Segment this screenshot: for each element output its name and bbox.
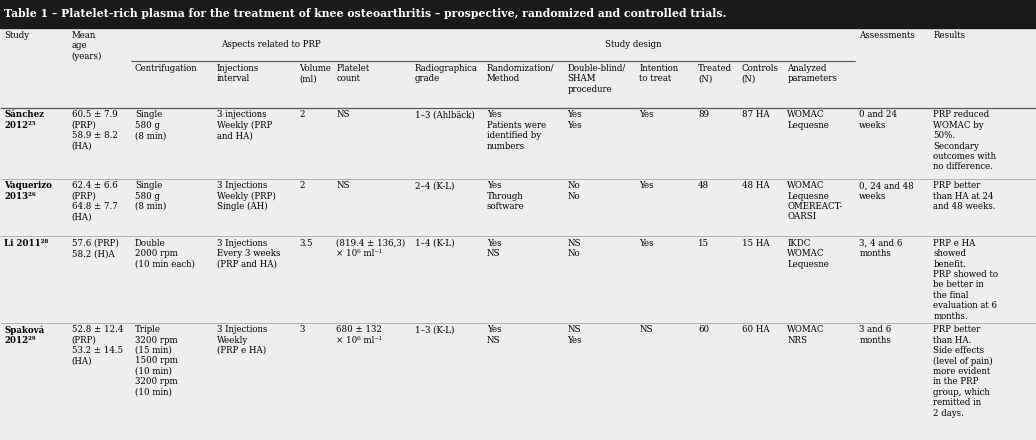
Text: NS
Yes: NS Yes [568, 325, 582, 345]
Text: Intention
to treat: Intention to treat [639, 64, 679, 83]
Text: Study design: Study design [605, 40, 661, 49]
Text: No
No: No No [568, 181, 580, 201]
Text: WOMAC
NRS: WOMAC NRS [787, 325, 825, 345]
Text: (819.4 ± 136,3)
× 10⁶ ml⁻¹: (819.4 ± 136,3) × 10⁶ ml⁻¹ [337, 239, 406, 258]
Text: 15: 15 [698, 239, 710, 248]
Text: 48: 48 [698, 181, 710, 190]
Text: Study: Study [4, 30, 29, 40]
Text: Volume
(ml): Volume (ml) [299, 64, 332, 83]
Text: Mean
age
(years): Mean age (years) [71, 30, 103, 61]
Text: Platelet
count: Platelet count [337, 64, 370, 83]
Text: Centrifugation: Centrifugation [135, 64, 198, 73]
Text: Table 1 – Platelet-rich plasma for the treatment of knee osteoarthritis – prospe: Table 1 – Platelet-rich plasma for the t… [4, 8, 726, 19]
Text: 60: 60 [698, 325, 710, 334]
Text: Yes
NS: Yes NS [487, 239, 501, 258]
Text: 0 and 24
weeks: 0 and 24 weeks [859, 110, 897, 130]
Text: Yes: Yes [639, 110, 654, 119]
Text: NS: NS [337, 181, 350, 190]
Text: 3 and 6
months: 3 and 6 months [859, 325, 892, 345]
Text: 1–3 (Ahlbäck): 1–3 (Ahlbäck) [414, 110, 474, 119]
Text: 2–4 (K-L): 2–4 (K-L) [414, 181, 455, 190]
Text: 57.6 (PRP)
58.2 (H)A: 57.6 (PRP) 58.2 (H)A [71, 239, 118, 258]
Text: NS
No: NS No [568, 239, 581, 258]
Text: Yes
Patients were
identified by
numbers: Yes Patients were identified by numbers [487, 110, 546, 150]
Text: 3: 3 [299, 325, 305, 334]
Text: 1–3 (K-L): 1–3 (K-L) [414, 325, 455, 334]
Text: WOMAC
Lequesne: WOMAC Lequesne [787, 110, 829, 130]
Text: Randomization/
Method: Randomization/ Method [487, 64, 554, 83]
Text: Results: Results [933, 30, 966, 40]
Text: Yes: Yes [639, 181, 654, 190]
Text: 2: 2 [299, 110, 305, 119]
Text: NS: NS [337, 110, 350, 119]
Text: Yes: Yes [639, 239, 654, 248]
Text: Aspects related to PRP: Aspects related to PRP [221, 40, 320, 49]
Text: 1–4 (K-L): 1–4 (K-L) [414, 239, 455, 248]
Text: Injections
interval: Injections interval [217, 64, 259, 83]
Text: Controls
(N): Controls (N) [742, 64, 779, 83]
Text: Yes
Through
software: Yes Through software [487, 181, 524, 211]
Text: Li 2011²⁸: Li 2011²⁸ [4, 239, 49, 248]
Text: PRP e HA
showed
benefit.
PRP showed to
be better in
the final
evaluation at 6
mo: PRP e HA showed benefit. PRP showed to b… [933, 239, 999, 321]
Text: Analyzed
parameters: Analyzed parameters [787, 64, 837, 83]
Text: 60.5 ± 7.9
(PRP)
58.9 ± 8.2
(HA): 60.5 ± 7.9 (PRP) 58.9 ± 8.2 (HA) [71, 110, 117, 150]
Text: 3, 4 and 6
months: 3, 4 and 6 months [859, 239, 902, 258]
Text: 15 HA: 15 HA [742, 239, 770, 248]
Text: 89: 89 [698, 110, 710, 119]
Bar [0, 0, 1036, 28]
Text: IKDC
WOMAC
Lequesne: IKDC WOMAC Lequesne [787, 239, 829, 268]
Text: 48 HA: 48 HA [742, 181, 770, 190]
Text: 87 HA: 87 HA [742, 110, 770, 119]
Text: Assessments: Assessments [859, 30, 915, 40]
Text: 3 Injections
Weekly (PRP)
Single (AH): 3 Injections Weekly (PRP) Single (AH) [217, 181, 276, 211]
Text: 3 Injections
Every 3 weeks
(PRP and HA): 3 Injections Every 3 weeks (PRP and HA) [217, 239, 280, 268]
Text: Radiographica
grade: Radiographica grade [414, 64, 478, 83]
Text: Double-blind/
SHAM
procedure: Double-blind/ SHAM procedure [568, 64, 626, 94]
Text: 0, 24 and 48
weeks: 0, 24 and 48 weeks [859, 181, 914, 201]
Text: Double
2000 rpm
(10 min each): Double 2000 rpm (10 min each) [135, 239, 195, 268]
Text: 3 Injections
Weekly
(PRP e HA): 3 Injections Weekly (PRP e HA) [217, 325, 267, 355]
Text: 3 injections
Weekly (PRP
and HA): 3 injections Weekly (PRP and HA) [217, 110, 271, 140]
Text: Spaková
2012²⁹: Spaková 2012²⁹ [4, 325, 45, 345]
Text: 2: 2 [299, 181, 305, 190]
Text: PRP better
than HA.
Side effects
(level of pain)
more evident
in the PRP
group, : PRP better than HA. Side effects (level … [933, 325, 994, 418]
Text: Single
580 g
(8 min): Single 580 g (8 min) [135, 181, 166, 211]
Text: 62.4 ± 6.6
(PRP)
64.8 ± 7.7
(HA): 62.4 ± 6.6 (PRP) 64.8 ± 7.7 (HA) [71, 181, 117, 221]
Text: 3.5: 3.5 [299, 239, 313, 248]
Text: Yes
Yes: Yes Yes [568, 110, 582, 130]
Text: PRP reduced
WOMAC by
50%.
Secondary
outcomes with
no difference.: PRP reduced WOMAC by 50%. Secondary outc… [933, 110, 997, 171]
Text: 680 ± 132
× 10⁶ ml⁻¹: 680 ± 132 × 10⁶ ml⁻¹ [337, 325, 382, 345]
Text: Sánchez
2012²⁵: Sánchez 2012²⁵ [4, 110, 45, 130]
Text: Treated
(N): Treated (N) [698, 64, 732, 83]
Text: NS: NS [639, 325, 653, 334]
Text: WOMAC
Lequesne
OMEREACT-
OARSI: WOMAC Lequesne OMEREACT- OARSI [787, 181, 842, 221]
Text: 60 HA: 60 HA [742, 325, 770, 334]
Text: Triple
3200 rpm
(15 min)
1500 rpm
(10 min)
3200 rpm
(10 min): Triple 3200 rpm (15 min) 1500 rpm (10 mi… [135, 325, 178, 396]
Text: Vaquerizo
2013²⁶: Vaquerizo 2013²⁶ [4, 181, 52, 201]
Text: PRP better
than HA at 24
and 48 weeks.: PRP better than HA at 24 and 48 weeks. [933, 181, 996, 211]
Text: 52.8 ± 12.4
(PRP)
53.2 ± 14.5
(HA): 52.8 ± 12.4 (PRP) 53.2 ± 14.5 (HA) [71, 325, 123, 365]
Text: Yes
NS: Yes NS [487, 325, 501, 345]
Text: Single
580 g
(8 min): Single 580 g (8 min) [135, 110, 166, 140]
